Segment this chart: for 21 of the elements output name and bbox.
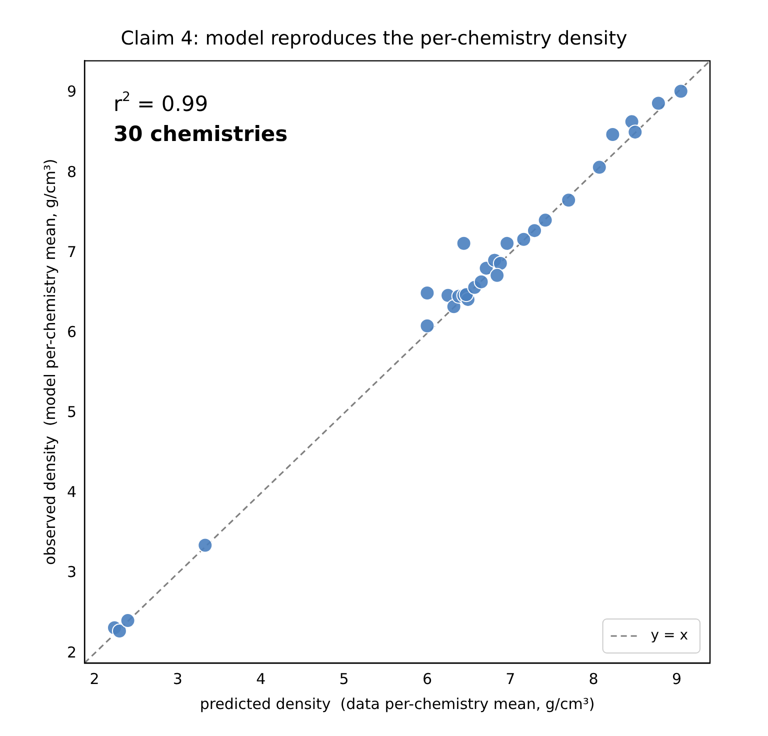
y-tick-label: 9 (66, 82, 77, 101)
y-tick-label: 7 (66, 242, 77, 261)
y-tick-label: 3 (66, 563, 77, 582)
x-tick-label: 3 (172, 670, 182, 688)
x-tick-label: 5 (339, 670, 349, 688)
chart-title: Claim 4: model reproduces the per-chemistry density (120, 27, 628, 50)
x-tick-label: 7 (506, 670, 516, 688)
y-axis-title: observed density (model per-chemistry mean, g/cm³) (40, 158, 59, 565)
x-tick-label: 4 (256, 670, 266, 688)
x-tick-label: 6 (422, 670, 432, 688)
y-tick-label: 8 (66, 162, 77, 181)
legend-label: y = x (650, 628, 688, 644)
x-axis-title: predicted density (data per-chemistry mean, g/cm³) (200, 694, 595, 713)
x-tick-label: 2 (90, 670, 100, 688)
y-tick-label: 4 (66, 483, 77, 502)
x-tick-label: 8 (588, 670, 598, 688)
y-tick-label: 2 (66, 643, 77, 662)
y-tick-label: 6 (66, 322, 77, 341)
y-tick-label: 5 (66, 403, 77, 422)
x-tick-label: 9 (672, 670, 682, 688)
annotation: 30 chemistries (114, 122, 288, 146)
